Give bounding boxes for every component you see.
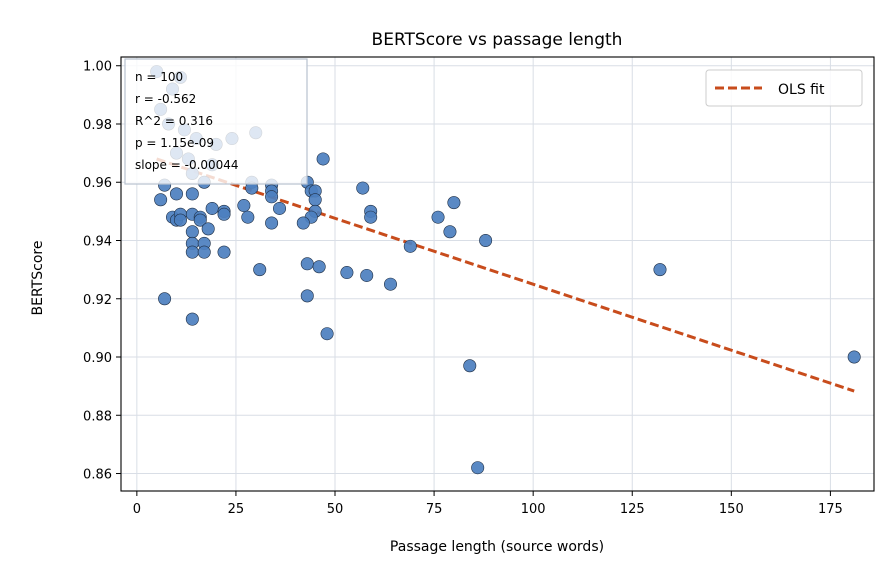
data-point: [443, 225, 457, 239]
data-point: [185, 245, 199, 259]
y-tick-label: 0.86: [83, 468, 112, 483]
data-point: [158, 292, 172, 306]
data-point: [320, 327, 334, 341]
data-point: [205, 201, 219, 215]
y-tick-label: 0.98: [83, 118, 112, 133]
x-tick-label: 125: [620, 502, 645, 517]
y-tick-label: 0.94: [83, 235, 112, 250]
data-points: [150, 65, 861, 475]
data-point: [169, 187, 183, 201]
data-point: [241, 210, 255, 224]
data-point: [296, 216, 310, 230]
data-point: [356, 181, 370, 195]
data-point: [185, 225, 199, 239]
data-point: [193, 213, 207, 227]
y-tick-label: 0.90: [83, 351, 112, 366]
x-tick-label: 150: [719, 502, 744, 517]
data-point: [316, 152, 330, 166]
data-point: [273, 201, 287, 215]
x-tick-label: 0: [133, 502, 141, 517]
data-point: [847, 350, 861, 364]
data-point: [463, 359, 477, 373]
data-point: [364, 210, 378, 224]
stats-box: n = 100 r = -0.562 R^2 = 0.316 p = 1.15e…: [124, 58, 308, 185]
y-tick-label: 0.88: [83, 409, 112, 424]
data-point: [173, 213, 187, 227]
chart-title: BERTScore vs passage length: [372, 30, 623, 50]
legend-frame: [705, 69, 863, 107]
data-point: [431, 210, 445, 224]
plot-frame: [120, 56, 875, 492]
legend-fit-label: OLS fit: [778, 82, 825, 98]
legend: OLS fit: [705, 69, 863, 107]
x-tick-label: 25: [228, 502, 245, 517]
data-point: [237, 199, 251, 213]
data-point: [360, 268, 374, 282]
data-point: [340, 266, 354, 280]
x-tick-label: 75: [426, 502, 443, 517]
axis-ticks: 0 25 50 75 100 125 150 175 0.86 0.88 0.90 0.92 0.94 0…: [83, 60, 843, 517]
stats-line-slope: slope = -0.00044: [135, 158, 239, 172]
y-axis-label: BERTScore: [30, 241, 46, 316]
data-point: [300, 257, 314, 271]
stats-line-n: n = 100: [135, 70, 183, 84]
data-point: [471, 461, 485, 475]
y-tick-label: 0.92: [83, 293, 112, 308]
x-tick-label: 100: [521, 502, 546, 517]
data-point: [308, 193, 322, 207]
data-point: [312, 260, 326, 274]
stats-box-frame: [124, 58, 308, 185]
data-point: [217, 245, 231, 259]
data-point: [383, 277, 397, 291]
stats-line-r: r = -0.562: [135, 92, 196, 106]
data-point: [154, 193, 168, 207]
data-point: [265, 190, 279, 204]
stats-line-p: p = 1.15e-09: [135, 136, 214, 150]
y-tick-label: 0.96: [83, 176, 112, 191]
data-point: [253, 263, 267, 277]
data-point: [479, 234, 493, 248]
data-point: [185, 312, 199, 326]
data-point: [653, 263, 667, 277]
x-tick-label: 175: [818, 502, 843, 517]
x-axis-label: Passage length (source words): [390, 539, 604, 555]
data-point: [300, 289, 314, 303]
y-tick-label: 1.00: [83, 60, 112, 75]
x-tick-label: 50: [327, 502, 344, 517]
data-point: [197, 245, 211, 259]
data-point: [201, 222, 215, 236]
data-point: [185, 187, 199, 201]
data-point: [403, 239, 417, 253]
data-point: [217, 207, 231, 221]
stats-line-r2: R^2 = 0.316: [135, 114, 213, 128]
data-point: [265, 216, 279, 230]
data-point: [447, 196, 461, 210]
